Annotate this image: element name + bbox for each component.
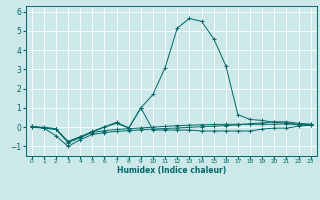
X-axis label: Humidex (Indice chaleur): Humidex (Indice chaleur)	[116, 166, 226, 175]
